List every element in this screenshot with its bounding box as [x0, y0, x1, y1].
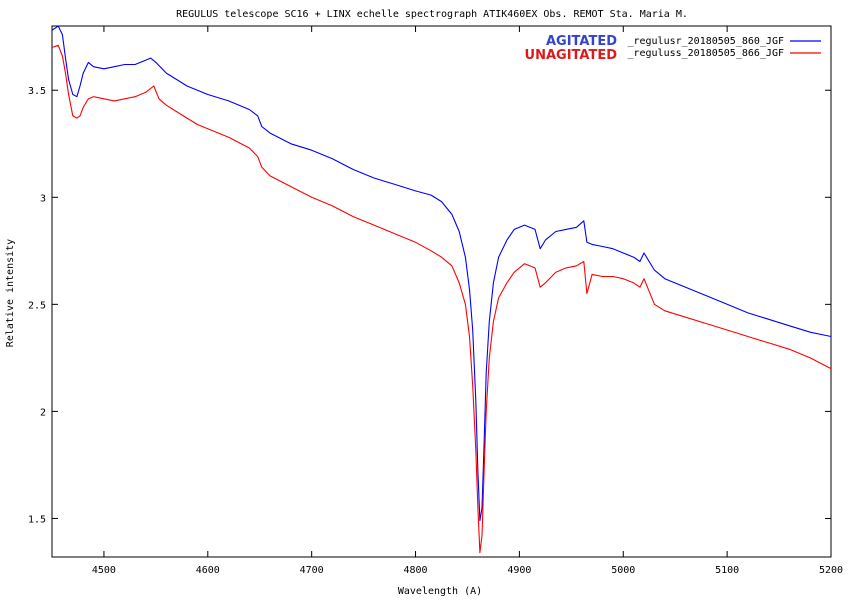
- x-tick-label: 5200: [819, 565, 843, 576]
- x-tick-label: 5100: [715, 565, 739, 576]
- y-tick-label: 1.5: [28, 514, 46, 525]
- legend-entry-label: _regulusr_20180505_860_JGF: [627, 36, 784, 47]
- y-tick-label: 3: [40, 193, 46, 204]
- y-axis-ticks: 1.5 2 2.5 3 3.5: [28, 86, 831, 525]
- x-tick-label: 4800: [403, 565, 427, 576]
- x-axis-ticks: 4500 4600 4700 4800 4900 5000 5100 5200: [92, 26, 843, 576]
- series-line-0: [52, 26, 831, 522]
- series-line-1: [52, 44, 831, 554]
- y-axis-label: Relative intensity: [5, 239, 16, 347]
- y-tick-label: 3.5: [28, 86, 46, 97]
- x-tick-label: 4600: [196, 565, 220, 576]
- x-tick-label: 5000: [611, 565, 635, 576]
- annotation-agitated: AGITATED: [546, 34, 617, 49]
- y-tick-label: 2.5: [28, 300, 46, 311]
- legend: _regulusr_20180505_860_JGF_reguluss_2018…: [627, 36, 821, 59]
- chart-title: REGULUS telescope SC16 + LINX echelle sp…: [176, 9, 688, 20]
- y-tick-label: 2: [40, 407, 46, 418]
- series-layer: [52, 26, 831, 554]
- x-tick-label: 4900: [507, 565, 531, 576]
- legend-entry-label: _reguluss_20180505_866_JGF: [627, 48, 784, 59]
- plot-frame: [51, 25, 832, 558]
- x-tick-label: 4500: [92, 565, 116, 576]
- annotation-unagitated: UNAGITATED: [525, 48, 618, 63]
- x-axis-label: Wavelength (A): [398, 586, 482, 597]
- x-tick-label: 4700: [300, 565, 324, 576]
